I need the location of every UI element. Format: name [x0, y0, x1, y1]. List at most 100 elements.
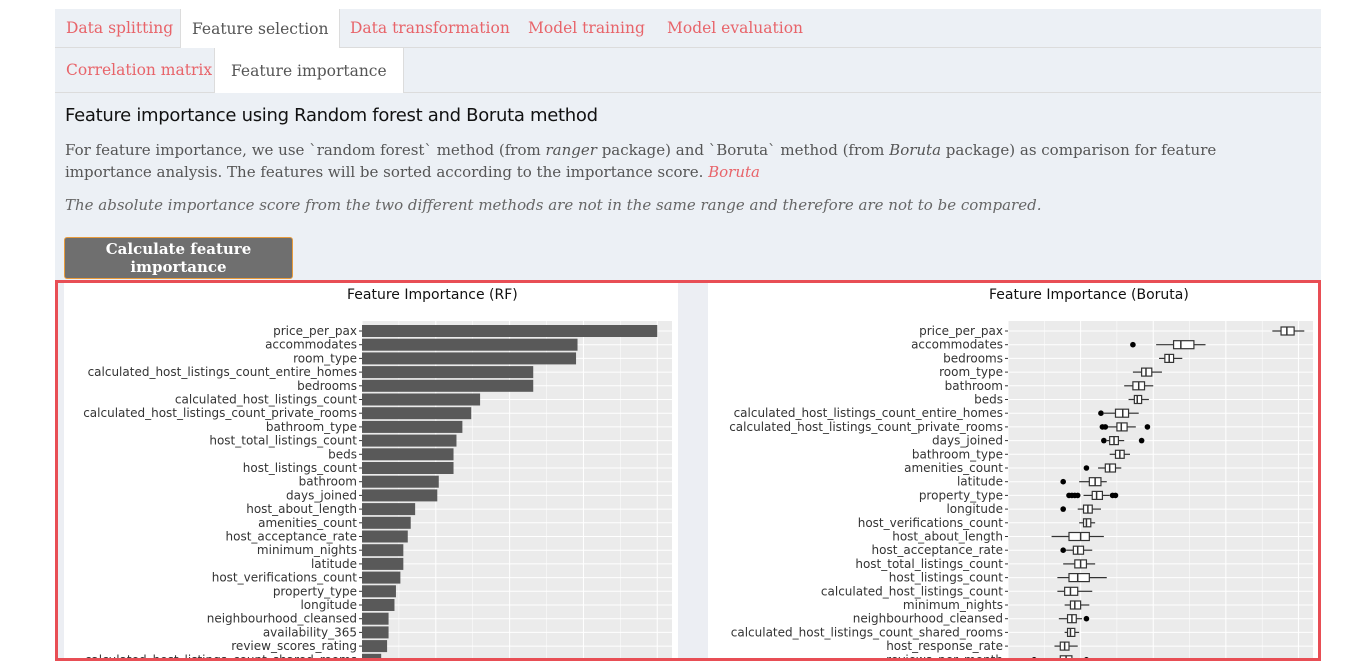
bar — [362, 420, 463, 433]
bar — [362, 475, 439, 488]
outlier-point — [1083, 615, 1090, 622]
tab-feature-importance[interactable]: Feature importance — [214, 48, 404, 93]
bar — [362, 544, 404, 557]
outlier-point — [1112, 492, 1119, 499]
category-label: days_joined — [286, 488, 357, 502]
main-tabs: Data splitting Feature selection Data tr… — [55, 9, 1321, 48]
category-label: bathroom — [945, 379, 1003, 393]
outlier-point — [1060, 506, 1066, 512]
category-label: property_type — [919, 488, 1003, 502]
bar — [362, 393, 481, 406]
category-label: host_about_length — [246, 502, 357, 516]
category-label: calculated_host_listings_count_entire_ho… — [88, 365, 357, 379]
category-label: calculated_host_listings_count — [175, 393, 357, 407]
box — [1068, 573, 1090, 583]
plots-output: Feature Importance (RF) price_per_pax acc… — [55, 280, 1321, 661]
category-label: host_total_listings_count — [855, 557, 1003, 571]
bar — [362, 626, 389, 639]
bar — [362, 489, 438, 502]
category-label: host_response_rate — [886, 639, 1003, 653]
outlier-point — [1098, 410, 1104, 416]
category-label: host_total_listings_count — [209, 434, 357, 448]
outlier-point — [1138, 437, 1145, 444]
outlier-point — [1031, 657, 1037, 658]
category-label: neighbourhood_cleansed — [207, 612, 357, 626]
description-text: For feature importance, we use `random f… — [65, 139, 1305, 183]
bar — [362, 612, 389, 625]
category-label: latitude — [957, 475, 1003, 489]
description-part: package) and `Boruta` method (from — [596, 141, 890, 159]
category-label: bedrooms — [943, 351, 1003, 365]
category-label: accommodates — [265, 338, 357, 352]
bar — [362, 599, 395, 611]
category-label: host_listings_count — [243, 461, 357, 475]
category-label: room_type — [293, 351, 357, 365]
bar — [362, 585, 396, 598]
category-label: calculated_host_listings_count_shared_ro… — [85, 653, 357, 658]
tab-model-training[interactable]: Model training — [528, 19, 645, 37]
category-label: host_verifications_count — [212, 571, 358, 585]
rf-importance-chart: Feature Importance (RF) price_per_pax acc… — [64, 283, 678, 658]
category-label: bathroom_type — [266, 420, 357, 434]
page-title: Feature importance using Random forest a… — [65, 105, 598, 126]
outlier-point — [1083, 465, 1090, 471]
category-label: beds — [974, 393, 1003, 407]
category-label: price_per_pax — [919, 324, 1003, 338]
category-label: calculated_host_listings_count_private_r… — [83, 406, 357, 420]
boruta-link[interactable]: Boruta — [708, 163, 760, 181]
description-part: For feature importance, we use `random f… — [65, 141, 546, 159]
rf-chart-title: Feature Importance (RF) — [347, 287, 518, 303]
category-label: calculated_host_listings_count — [821, 584, 1003, 598]
category-label: calculated_host_listings_count_shared_ro… — [731, 625, 1003, 639]
category-label: amenities_count — [258, 516, 357, 530]
boruta-chart-title: Feature Importance (Boruta) — [989, 287, 1189, 303]
category-label: host_listings_count — [889, 571, 1003, 585]
bar — [362, 516, 411, 529]
outlier-point — [1101, 437, 1107, 444]
category-label: host_acceptance_rate — [226, 530, 357, 544]
category-label: minimum_nights — [903, 598, 1003, 612]
bar — [362, 434, 457, 447]
outlier-point — [1074, 492, 1081, 499]
tab-model-evaluation[interactable]: Model evaluation — [667, 19, 804, 37]
bar — [362, 407, 472, 420]
tab-data-splitting[interactable]: Data splitting — [66, 19, 174, 37]
category-label: host_about_length — [892, 530, 1003, 544]
outlier-point — [1084, 657, 1089, 658]
outlier-point — [1060, 478, 1066, 485]
bar — [362, 462, 454, 474]
bar — [362, 325, 658, 337]
bar — [362, 379, 534, 392]
category-label: bathroom — [299, 475, 357, 489]
tab-data-transformation[interactable]: Data transformation — [350, 19, 510, 37]
outlier-point — [1144, 424, 1151, 430]
category-label: latitude — [311, 557, 357, 571]
category-label: amenities_count — [904, 461, 1003, 475]
category-label: price_per_pax — [273, 324, 357, 338]
bar — [362, 571, 401, 584]
tab-feature-selection[interactable]: Feature selection — [180, 9, 341, 48]
boruta-chart-svg: price_per_paxaccommodatesbedroomsroom_ty… — [729, 321, 1313, 658]
category-label: days_joined — [932, 434, 1003, 448]
calculate-feature-importance-button[interactable]: Calculate feature importance — [64, 237, 293, 279]
sub-tabs: Correlation matrix Feature importance — [55, 48, 1321, 93]
category-label: bathroom_type — [912, 447, 1003, 461]
box — [1068, 531, 1090, 542]
rf-chart-svg: price_per_paxaccommodatesroom_typecalcul… — [83, 321, 672, 658]
category-label: beds — [328, 447, 357, 461]
package-name: Boruta — [889, 141, 942, 159]
outlier-point — [1102, 424, 1109, 430]
boruta-importance-chart: Feature Importance (Boruta) price_per_pa… — [708, 283, 1318, 658]
category-label: calculated_host_listings_count_entire_ho… — [734, 406, 1003, 420]
category-label: property_type — [273, 584, 357, 598]
outlier-point — [1060, 547, 1066, 553]
package-name: ranger — [545, 141, 597, 159]
bar — [362, 557, 404, 570]
note-text: The absolute importance score from the t… — [65, 196, 1042, 214]
category-label: host_acceptance_rate — [872, 543, 1003, 557]
bar — [362, 640, 388, 653]
tab-correlation-matrix[interactable]: Correlation matrix — [66, 61, 213, 79]
plot-margin — [58, 283, 64, 658]
category-label: longitude — [946, 502, 1003, 516]
category-label: minimum_nights — [257, 543, 357, 557]
